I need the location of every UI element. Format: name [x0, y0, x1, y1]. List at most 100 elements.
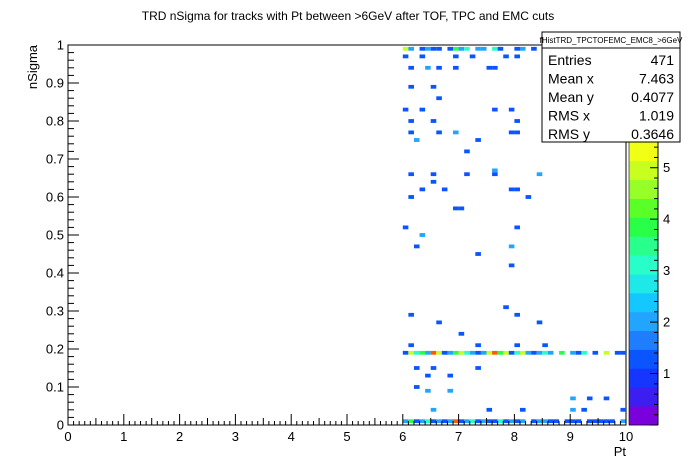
- stats-row-value: 7.463: [639, 71, 674, 87]
- heatmap-cell: [402, 225, 409, 230]
- heatmap-cell: [503, 305, 509, 310]
- heatmap-cell: [447, 419, 454, 424]
- y-tick-label: 0.4: [46, 266, 64, 281]
- heatmap-cell: [464, 149, 470, 154]
- plot-area: [67, 44, 627, 426]
- x-tick-label: 7: [455, 429, 462, 444]
- x-tick-label: 9: [567, 429, 574, 444]
- y-tick-label: 0.5: [46, 228, 64, 243]
- heatmap-cell: [598, 419, 604, 424]
- y-tick-label: 1: [57, 38, 64, 53]
- heatmap-cell: [570, 419, 576, 424]
- heatmap-cell: [514, 119, 520, 123]
- heatmap-cell: [508, 419, 515, 424]
- heatmap-cell: [536, 172, 543, 177]
- heatmap-cell: [408, 84, 414, 89]
- y-tick-label: 0.3: [46, 304, 64, 319]
- heatmap-cell: [514, 343, 520, 348]
- y-tick-label: 0.7: [46, 152, 64, 167]
- heatmap-cell: [436, 130, 442, 135]
- heatmap-cell: [419, 350, 426, 355]
- heatmap-cell: [492, 65, 498, 70]
- x-tick-label: 0: [64, 429, 71, 444]
- heatmap-cell: [441, 187, 448, 192]
- heatmap-cell: [503, 419, 509, 424]
- heatmap-cell: [453, 350, 459, 355]
- heatmap-cell: [514, 419, 520, 424]
- x-axis-label: Pt: [614, 444, 627, 459]
- palette-swatch: [629, 198, 658, 218]
- stats-row-label: RMS y: [548, 126, 590, 142]
- heatmap-cell: [514, 187, 520, 192]
- heatmap-cell: [419, 233, 426, 237]
- heatmap-cell: [514, 225, 520, 230]
- heatmap-cell: [408, 419, 414, 424]
- heatmap-cell: [581, 407, 587, 412]
- heatmap-cell: [514, 46, 520, 51]
- heatmap-cell: [436, 46, 442, 51]
- heatmap-cell: [480, 350, 487, 355]
- heatmap-cell: [603, 350, 610, 355]
- heatmap-cell: [519, 419, 526, 424]
- heatmap-cell: [402, 46, 409, 51]
- heatmap-cell: [531, 419, 537, 424]
- heatmap-cell: [453, 54, 459, 59]
- palette-swatch: [629, 255, 658, 275]
- stats-box-frame: [541, 31, 681, 143]
- x-tick-label: 6: [399, 429, 406, 444]
- heatmap-cell: [475, 350, 481, 355]
- heatmap-cell: [408, 343, 414, 348]
- heatmap-cell: [492, 172, 498, 177]
- heatmap-cell: [503, 54, 509, 59]
- stats-row-label: Mean x: [548, 71, 594, 87]
- heatmap-cell: [542, 419, 548, 424]
- palette-swatch: [629, 349, 658, 369]
- y-axis-label: nSigma: [25, 44, 40, 89]
- heatmap-cell: [508, 187, 515, 192]
- heatmap-cell: [492, 350, 498, 355]
- palette-swatch: [629, 330, 658, 350]
- palette-swatch: [629, 236, 658, 256]
- heatmap-cell: [492, 168, 498, 173]
- heatmap-cell: [536, 419, 543, 424]
- heatmap-cell: [536, 350, 543, 355]
- heatmap-cell: [486, 65, 493, 70]
- x-tick-label: 2: [176, 429, 183, 444]
- y-tick-label: 0.1: [46, 380, 64, 395]
- heatmap-cell: [430, 172, 437, 177]
- heatmap-cell: [519, 46, 526, 51]
- stats-row-value: 0.3646: [631, 126, 674, 142]
- heatmap-cell: [464, 350, 470, 355]
- heatmap-cell: [480, 419, 487, 424]
- heatmap-cell: [536, 320, 543, 325]
- heatmap-cell: [413, 366, 420, 370]
- heatmap-cell: [514, 312, 520, 317]
- heatmap-cell: [447, 46, 454, 51]
- heatmap-cell: [408, 46, 414, 51]
- heatmap-cell: [419, 107, 426, 112]
- heatmap-cell: [570, 396, 576, 401]
- heatmap-cell: [464, 46, 470, 51]
- palette-swatch: [629, 179, 658, 199]
- x-tick-label: 1: [120, 429, 127, 444]
- heatmap-cell: [586, 396, 593, 401]
- heatmap-cell: [592, 419, 599, 424]
- heatmap-cell: [425, 350, 431, 355]
- x-tick-label: 3: [232, 429, 239, 444]
- x-tick-label: 5: [343, 429, 350, 444]
- heatmap-cell: [458, 350, 465, 355]
- heatmap-cell: [430, 119, 437, 123]
- heatmap-cell: [425, 388, 431, 393]
- heatmap-cell: [458, 419, 465, 424]
- heatmap-cell: [575, 350, 582, 355]
- heatmap-cell: [603, 419, 610, 424]
- heatmap-cell: [475, 252, 481, 256]
- z-tick-label: 2: [663, 315, 670, 330]
- heatmap-cell: [469, 419, 476, 424]
- heatmap-cell: [408, 312, 414, 317]
- palette-swatch: [629, 160, 658, 181]
- heatmap-cell: [430, 46, 437, 51]
- heatmap-cell: [542, 350, 548, 355]
- heatmap-cell: [475, 138, 481, 142]
- heatmap-cell: [430, 350, 437, 355]
